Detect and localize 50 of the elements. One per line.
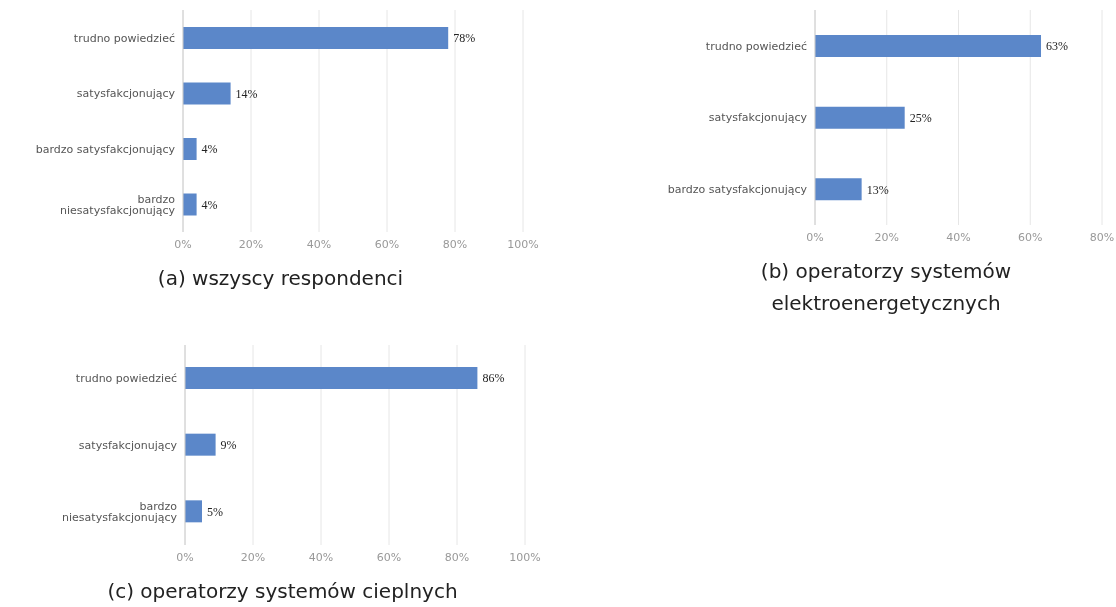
data-label: 5% — [207, 504, 223, 519]
bar — [183, 193, 197, 216]
bar — [185, 367, 478, 389]
x-tick-label: 40% — [946, 230, 971, 244]
x-tick-label: 0% — [176, 550, 194, 564]
x-tick-label: 20% — [874, 230, 899, 244]
x-tick-label: 40% — [306, 237, 332, 251]
data-label: 78% — [453, 31, 476, 46]
x-tick-label: 80% — [444, 550, 470, 564]
data-label: 4% — [201, 197, 218, 212]
x-tick-label: 20% — [240, 550, 266, 564]
data-label: 14% — [235, 86, 258, 101]
text: (a) wszyscy respondenci — [156, 265, 405, 292]
x-tick-label: 20% — [238, 237, 264, 251]
bar — [185, 500, 202, 523]
bar — [185, 433, 216, 456]
data-label: 4% — [201, 142, 218, 157]
y-tick-label: bardzo satysfakcjonujący — [35, 142, 176, 156]
data-label: 13% — [866, 182, 889, 197]
y-tick-label: bardzo satysfakcjonujący — [667, 183, 808, 197]
x-tick-label: 80% — [442, 237, 468, 251]
y-tick-label: satysfakcjonujący — [76, 87, 176, 101]
x-tick-label: 40% — [308, 550, 334, 564]
y-tick-label: bardzo niesatysfakcjonujący — [60, 192, 176, 217]
bar — [183, 82, 231, 105]
x-tick-label: 80% — [1089, 230, 1115, 244]
x-tick-label: 60% — [374, 237, 400, 251]
data-label: 86% — [482, 371, 505, 386]
y-tick-label: trudno powiedzieć — [705, 39, 807, 53]
x-tick-label: 100% — [509, 550, 541, 564]
bar — [815, 35, 1042, 57]
x-tick-label: 100% — [507, 237, 539, 251]
bar — [815, 106, 905, 129]
y-tick-label: bardzo niesatysfakcjonujący — [62, 500, 178, 525]
x-tick-label: 60% — [376, 550, 402, 564]
text: (b) operatorzy systemów elektroenergetycznych — [759, 258, 1013, 317]
y-tick-label: trudno powiedzieć — [73, 31, 175, 45]
y-tick-label: satysfakcjonujący — [708, 111, 808, 125]
y-tick-label: trudno powiedzieć — [75, 372, 177, 386]
data-label: 63% — [1046, 39, 1069, 54]
bar — [815, 178, 862, 201]
bar — [183, 27, 449, 49]
x-tick-label: 60% — [1018, 230, 1043, 244]
x-tick-label: 0% — [174, 237, 192, 251]
text: (c) operatorzy systemów cieplnych — [106, 578, 459, 605]
data-label: 25% — [909, 110, 932, 125]
y-tick-label: satysfakcjonujący — [78, 438, 178, 452]
bar — [183, 138, 197, 160]
data-label: 9% — [220, 437, 237, 452]
x-tick-label: 0% — [806, 230, 824, 244]
